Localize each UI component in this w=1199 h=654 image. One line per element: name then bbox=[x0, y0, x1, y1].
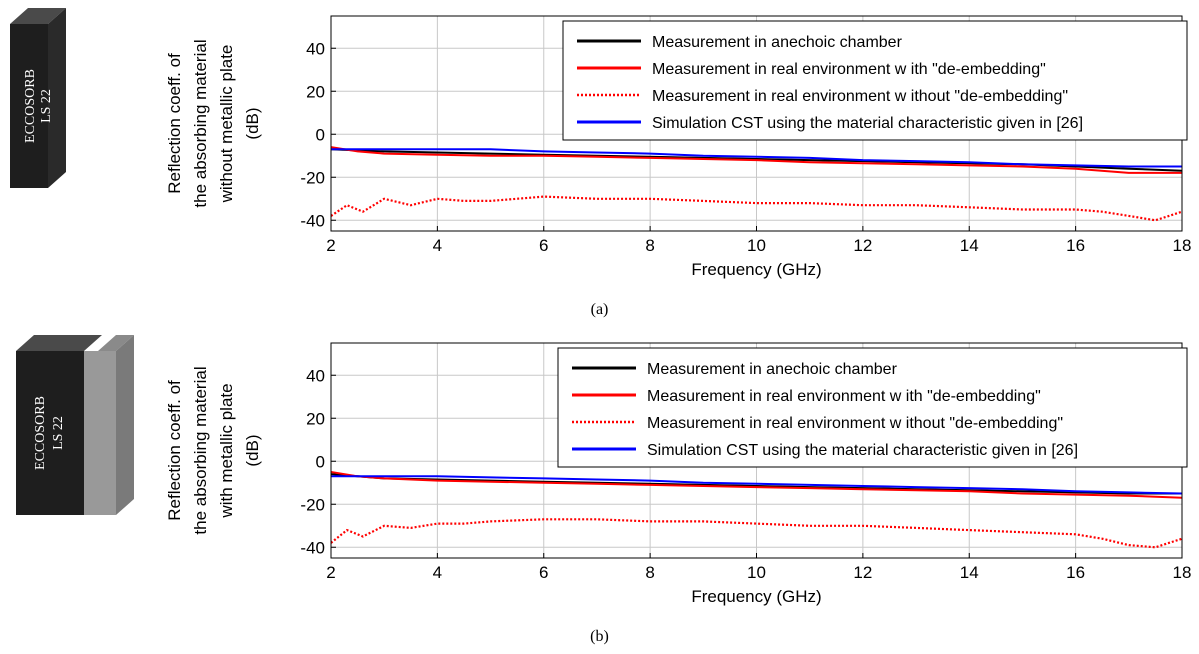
y-tick-label: 40 bbox=[306, 39, 325, 58]
x-tick-label: 2 bbox=[326, 563, 335, 582]
x-tick-label: 4 bbox=[433, 236, 442, 255]
y-tick-label: 0 bbox=[316, 452, 325, 471]
x-axis-label: Frequency (GHz) bbox=[691, 260, 821, 279]
y-tick-label: 0 bbox=[316, 125, 325, 144]
block-top-face bbox=[10, 8, 66, 24]
x-tick-label: 10 bbox=[747, 236, 766, 255]
block-label-line2: LS 22 bbox=[39, 89, 54, 123]
absorber-block-b: ECCOSORB LS 22 bbox=[16, 335, 134, 515]
x-tick-label: 16 bbox=[1066, 563, 1085, 582]
legend-entry-2: Measurement in real environment w ithout… bbox=[652, 88, 1068, 105]
legend-entry-3: Simulation CST using the material charac… bbox=[647, 442, 1078, 459]
legend-entry-0: Measurement in anechoic chamber bbox=[652, 34, 903, 51]
y-axis-label-line: (dB) bbox=[243, 434, 262, 466]
x-tick-label: 2 bbox=[326, 236, 335, 255]
legend-box bbox=[562, 20, 1188, 141]
y-tick-label: 20 bbox=[306, 409, 325, 428]
y-tick-label: -20 bbox=[300, 168, 325, 187]
figure-panel-a: ECCOSORB LS 22 2 4 6 8 10 12 14 16 18 -40 -20 0 20 40… bbox=[10, 8, 1192, 318]
legend-entry-3: Simulation CST using the material charac… bbox=[652, 115, 1083, 132]
series-line-3 bbox=[331, 148, 1182, 168]
x-tick-label: 8 bbox=[645, 236, 654, 255]
y-axis-label-line: Reflection coeff. of bbox=[165, 380, 184, 521]
y-axis-label-line: (dB) bbox=[243, 107, 262, 139]
x-tick-label: 6 bbox=[539, 236, 548, 255]
block-label-line1: ECCOSORB bbox=[33, 396, 48, 470]
legend-entry-1: Measurement in real environment w ith "d… bbox=[647, 388, 1041, 405]
legend-box bbox=[557, 347, 1188, 468]
y-tick-label: -20 bbox=[300, 495, 325, 514]
metal-plate bbox=[84, 351, 116, 515]
series-line-2 bbox=[331, 518, 1182, 549]
x-tick-label: 18 bbox=[1173, 236, 1192, 255]
series-line-3 bbox=[331, 475, 1182, 495]
y-axis-label-line: the absorbing material bbox=[191, 39, 210, 207]
block-front-face bbox=[10, 24, 48, 188]
block-top-face bbox=[16, 335, 102, 351]
x-axis-label: Frequency (GHz) bbox=[691, 587, 821, 606]
y-tick-label: 20 bbox=[306, 82, 325, 101]
legend-entry-2: Measurement in real environment w ithout… bbox=[647, 415, 1063, 432]
x-tick-label: 10 bbox=[747, 563, 766, 582]
y-axis-label-line: without metallic plate bbox=[217, 45, 236, 204]
chart-a: 2 4 6 8 10 12 14 16 18 -40 -20 0 20 40 Frequency (GHz)… bbox=[165, 15, 1192, 279]
plate-top-face bbox=[98, 335, 134, 351]
x-tick-label: 12 bbox=[853, 563, 872, 582]
y-axis-label-line: the absorbing material bbox=[191, 366, 210, 534]
figure-panel-b: ECCOSORB LS 22 2 4 6 8 10 12 14 16 18 -40 -20 0 20 40… bbox=[0, 327, 1199, 654]
x-tick-label: 6 bbox=[539, 563, 548, 582]
plate-side-face bbox=[116, 335, 134, 515]
legend-entry-1: Measurement in real environment w ith "d… bbox=[652, 61, 1046, 78]
legend-entry-0: Measurement in anechoic chamber bbox=[647, 361, 898, 378]
x-tick-label: 8 bbox=[645, 563, 654, 582]
x-tick-label: 18 bbox=[1173, 563, 1192, 582]
block-side-face bbox=[48, 8, 66, 188]
y-axis-label-line: with metallic plate bbox=[217, 383, 236, 518]
y-tick-label: 40 bbox=[306, 366, 325, 385]
x-tick-label: 16 bbox=[1066, 236, 1085, 255]
x-tick-label: 14 bbox=[960, 563, 979, 582]
y-tick-label: -40 bbox=[300, 538, 325, 557]
x-tick-label: 14 bbox=[960, 236, 979, 255]
caption-a: (a) bbox=[590, 301, 609, 318]
series-line-1 bbox=[331, 146, 1182, 174]
block-label-line2: LS 22 bbox=[51, 416, 66, 450]
block-front-face bbox=[16, 351, 84, 515]
caption-b: (b) bbox=[590, 628, 609, 645]
series-line-1 bbox=[331, 471, 1182, 499]
y-tick-label: -40 bbox=[300, 211, 325, 230]
chart-b: 2 4 6 8 10 12 14 16 18 -40 -20 0 20 40 Frequency (GHz)… bbox=[165, 342, 1192, 606]
x-tick-label: 4 bbox=[433, 563, 442, 582]
y-axis-label-line: Reflection coeff. of bbox=[165, 53, 184, 194]
x-tick-label: 12 bbox=[853, 236, 872, 255]
block-label-line1: ECCOSORB bbox=[23, 69, 38, 143]
absorber-block-a: ECCOSORB LS 22 bbox=[10, 8, 66, 188]
